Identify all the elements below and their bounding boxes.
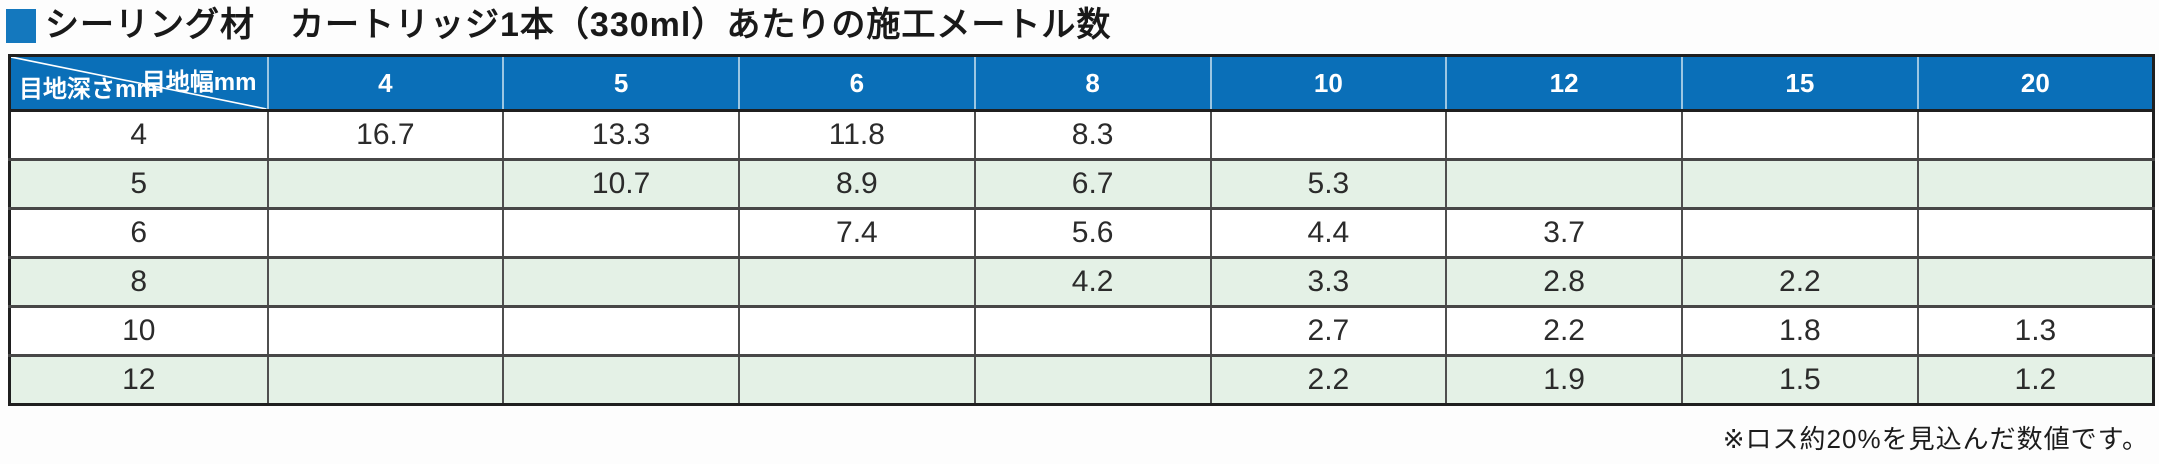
table-row: 12 2.2 1.9 1.5 1.2 [9, 354, 2154, 405]
table-cell [266, 354, 504, 405]
table-cell: 8.3 [973, 110, 1211, 160]
table-cell [502, 256, 739, 307]
table-cell [266, 207, 504, 258]
table-cell: 8.9 [738, 158, 975, 209]
table-cell [266, 256, 504, 307]
table-cell [502, 305, 739, 356]
table-cell: 5.6 [973, 207, 1211, 258]
header-row: 目地幅mm 目地深さmm 4 5 6 8 10 12 15 20 [9, 55, 2154, 113]
table-cell [266, 158, 504, 209]
row-header: 10 [9, 305, 268, 356]
column-header: 10 [1209, 55, 1447, 113]
footnote: ※ロス約20%を見込んだ数値です。 [1722, 424, 2149, 455]
row-header: 5 [9, 158, 268, 209]
table-cell: 2.7 [1209, 305, 1447, 356]
table-cell: 1.9 [1445, 354, 1682, 405]
table-cell: 1.3 [1916, 305, 2154, 356]
table-cell [1681, 207, 1918, 258]
table-cell: 11.8 [738, 110, 975, 160]
column-header: 20 [1916, 55, 2154, 113]
table-cell: 2.2 [1445, 305, 1682, 356]
table-cell: 13.3 [502, 110, 739, 160]
table-cell [1445, 110, 1682, 160]
table-cell: 2.2 [1681, 256, 1918, 307]
column-header: 8 [973, 55, 1211, 113]
table-cell [502, 207, 739, 258]
table-cell: 1.2 [1916, 354, 2154, 405]
page-title-text: シーリング材 カートリッジ1本（330ml）あたりの施工メートル数 [45, 6, 1112, 44]
table-cell [738, 256, 975, 307]
sealant-meters-table: 目地幅mm 目地深さmm 4 5 6 8 10 12 15 20 4 16.7 … [8, 54, 2155, 407]
table-row: 5 10.7 8.9 6.7 5.3 [9, 158, 2154, 209]
table-row: 6 7.4 5.6 4.4 3.7 [9, 207, 2154, 258]
table-cell [1681, 110, 1918, 160]
table-cell: 16.7 [266, 110, 504, 160]
table-cell: 1.5 [1681, 354, 1918, 405]
column-header: 15 [1681, 55, 1918, 113]
table-cell [973, 305, 1211, 356]
table-cell: 3.3 [1209, 256, 1447, 307]
table-cell [1209, 110, 1447, 160]
column-header: 12 [1445, 55, 1682, 113]
row-header: 8 [9, 256, 268, 307]
table-cell [1916, 256, 2154, 307]
table-cell [1916, 158, 2154, 209]
table-cell [502, 354, 739, 405]
table-cell [738, 305, 975, 356]
table-cell [1681, 158, 1918, 209]
table-row: 10 2.7 2.2 1.8 1.3 [9, 305, 2154, 356]
table-cell: 3.7 [1445, 207, 1682, 258]
title-bullet-icon [6, 8, 36, 43]
column-header: 6 [738, 55, 975, 113]
table-cell: 1.8 [1681, 305, 1918, 356]
row-axis-label: 目地深さmm [19, 76, 158, 104]
table-cell: 4.2 [973, 256, 1211, 307]
table-row: 4 16.7 13.3 11.8 8.3 [9, 110, 2154, 160]
column-header: 5 [502, 55, 739, 113]
table-cell [973, 354, 1211, 405]
corner-cell: 目地幅mm 目地深さmm [9, 55, 268, 113]
table-cell: 10.7 [502, 158, 739, 209]
diagonal-divider [11, 57, 267, 109]
table-cell: 2.8 [1445, 256, 1682, 307]
table-cell [1445, 158, 1682, 209]
table-cell: 4.4 [1209, 207, 1447, 258]
table-cell [1916, 207, 2154, 258]
table-cell: 5.3 [1209, 158, 1447, 209]
page-title: シーリング材 カートリッジ1本（330ml）あたりの施工メートル数 [0, 0, 2159, 44]
table-cell: 7.4 [738, 207, 975, 258]
table-cell [266, 305, 504, 356]
table-cell: 6.7 [973, 158, 1211, 209]
table-cell [1916, 110, 2154, 160]
column-header: 4 [266, 55, 504, 113]
table-cell: 2.2 [1209, 354, 1447, 405]
table-cell [738, 354, 975, 405]
table-row: 8 4.2 3.3 2.8 2.2 [9, 256, 2154, 307]
row-header: 4 [130, 118, 148, 152]
row-header: 6 [9, 207, 268, 258]
row-header: 12 [9, 354, 268, 405]
column-axis-label: 目地幅mm [141, 69, 257, 97]
